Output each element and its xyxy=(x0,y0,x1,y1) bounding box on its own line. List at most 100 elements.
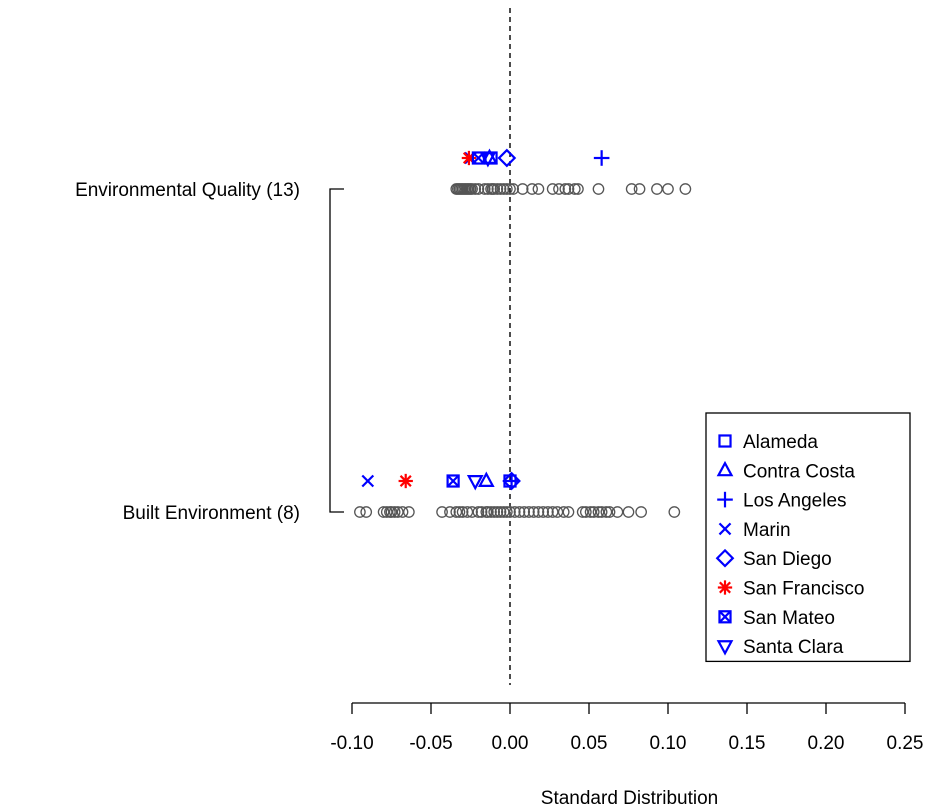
legend-label: San Mateo xyxy=(743,608,835,629)
x-tick-label: 0.20 xyxy=(808,733,845,754)
data-point xyxy=(518,506,531,518)
category-label: Environmental Quality (13) xyxy=(75,180,300,201)
data-point xyxy=(551,506,564,518)
data-point xyxy=(450,506,463,518)
data-point xyxy=(466,183,478,195)
data-point xyxy=(469,183,482,195)
legend-item: Marin xyxy=(718,520,791,541)
data-point xyxy=(403,506,415,518)
data-point xyxy=(491,183,504,195)
data-point xyxy=(396,506,409,518)
data-point xyxy=(625,183,638,195)
region-marker-contra-costa xyxy=(477,471,495,487)
data-point xyxy=(380,506,393,518)
data-point xyxy=(513,506,526,518)
data-point xyxy=(488,506,501,518)
square-open-icon xyxy=(718,434,732,448)
region-marker-santa-clara xyxy=(466,475,484,491)
legend-label: Alameda xyxy=(743,432,818,453)
group-bracket xyxy=(329,188,344,513)
data-point xyxy=(500,183,513,195)
data-point xyxy=(579,506,592,518)
legend-item: Contra Costa xyxy=(716,460,855,482)
data-point xyxy=(562,506,575,518)
data-point xyxy=(504,506,516,518)
data-point xyxy=(456,506,469,518)
legend-label: Contra Costa xyxy=(743,461,855,482)
data-point xyxy=(537,506,550,518)
data-point xyxy=(360,506,373,518)
data-point xyxy=(507,183,520,195)
data-point xyxy=(482,183,494,195)
data-point xyxy=(475,506,488,518)
legend: Alameda Contra Costa Los Angeles Marin San D… xyxy=(705,412,911,663)
data-point xyxy=(472,183,485,195)
data-point xyxy=(461,506,474,518)
legend-item: San Diego xyxy=(715,548,832,570)
data-point xyxy=(500,506,513,518)
data-point xyxy=(553,183,565,195)
region-marker-marin xyxy=(361,474,375,488)
data-point xyxy=(662,183,674,195)
data-point xyxy=(592,183,605,195)
legend-item: Alameda xyxy=(718,432,818,453)
asterisk-icon xyxy=(717,580,733,595)
data-point xyxy=(488,183,501,195)
data-point xyxy=(377,506,390,518)
data-point xyxy=(559,183,572,195)
data-point xyxy=(523,506,535,518)
data-point xyxy=(491,506,504,518)
category-label: Built Environment (8) xyxy=(123,503,300,524)
legend-item: Los Angeles xyxy=(717,491,847,512)
x-tick-label: 0.05 xyxy=(571,733,608,754)
data-point xyxy=(568,183,581,195)
group-0 xyxy=(450,148,692,195)
data-point xyxy=(453,506,466,518)
data-point xyxy=(600,506,613,518)
triangle-up-open-icon xyxy=(716,460,734,477)
data-point xyxy=(526,183,538,195)
data-point xyxy=(494,506,507,518)
legend-label: Marin xyxy=(743,520,791,541)
data-point xyxy=(633,183,646,195)
region-marker-los-angeles xyxy=(593,150,610,166)
data-point xyxy=(546,183,559,195)
data-point xyxy=(668,506,681,518)
legend-item: San Francisco xyxy=(717,579,864,600)
data-point xyxy=(532,183,545,195)
data-point xyxy=(622,506,635,518)
x-axis-title: Standard Distribution xyxy=(541,788,718,809)
data-point xyxy=(532,506,545,518)
data-point xyxy=(584,506,597,518)
data-point xyxy=(595,506,608,518)
triangle-down-open-icon xyxy=(716,640,734,656)
data-point xyxy=(482,506,494,518)
legend-label: Santa Clara xyxy=(743,637,844,658)
plus-icon xyxy=(717,491,733,508)
data-point xyxy=(546,506,559,518)
legend-item: Santa Clara xyxy=(716,637,844,658)
cross-icon xyxy=(718,522,732,536)
legend-label: San Diego xyxy=(743,549,832,570)
data-point xyxy=(587,506,600,518)
data-point xyxy=(444,506,456,518)
x-tick-label: 0.00 xyxy=(492,733,529,754)
data-point xyxy=(385,506,398,518)
x-tick-label: 0.15 xyxy=(729,733,766,754)
legend-label: Los Angeles xyxy=(743,491,847,512)
region-marker-san-diego xyxy=(502,471,521,491)
region-marker-san-mateo xyxy=(446,474,460,488)
x-tick-label: 0.10 xyxy=(650,733,687,754)
data-point xyxy=(494,183,507,195)
region-marker-san-diego xyxy=(497,148,517,168)
data-point xyxy=(508,506,521,518)
data-point xyxy=(576,506,589,518)
region-marker-santa-clara xyxy=(479,152,497,168)
x-axis: -0.10 -0.05 0.00 0.05 0.10 0.15 0.20 0.25 Standa… xyxy=(330,702,923,809)
square-cross-icon xyxy=(718,610,732,624)
data-point xyxy=(603,506,616,518)
data-point xyxy=(485,506,497,518)
plot-area xyxy=(329,8,692,685)
data-point xyxy=(542,506,554,518)
